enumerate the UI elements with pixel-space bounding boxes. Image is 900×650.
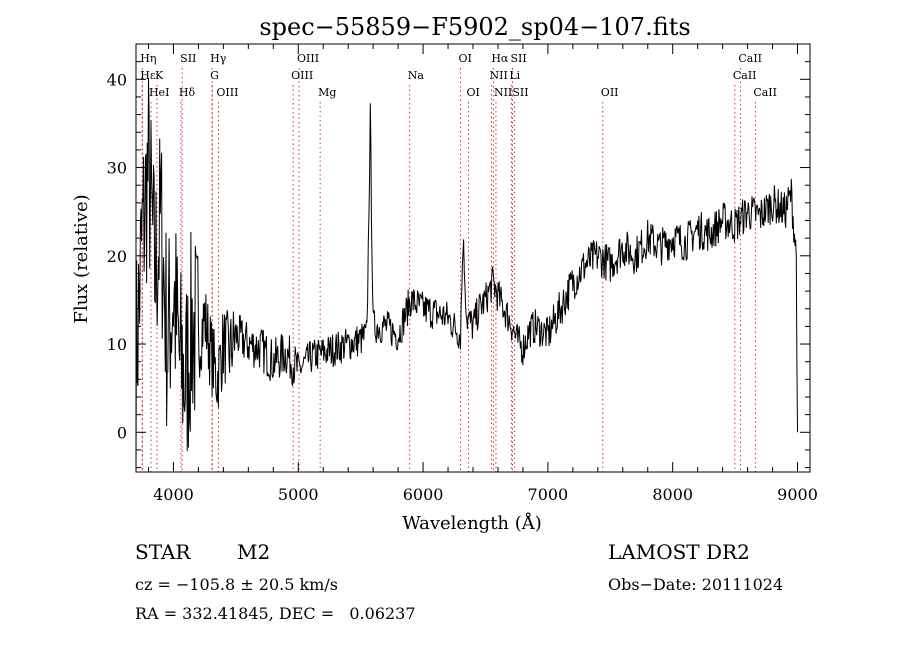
emission-line-label: SII — [512, 86, 528, 99]
x-tick-label: 9000 — [777, 485, 818, 504]
emission-line-label: HeI — [149, 86, 169, 99]
y-tick-label: 20 — [107, 247, 127, 266]
survey-name: LAMOST DR2 — [608, 540, 750, 564]
x-axis-label: Wavelength (Å) — [402, 512, 542, 534]
plot-frame — [135, 43, 811, 473]
emission-line-label: OIII — [216, 86, 238, 99]
observation-date: Obs−Date: 20111024 — [608, 575, 784, 594]
emission-line-label: OIII — [297, 52, 319, 65]
y-tick-label: 10 — [107, 335, 127, 354]
emission-line-label: Hη — [140, 52, 156, 65]
axis-tick-labels: 4000 5000 6000 7000 8000 9000 0 10 20 30 40 — [107, 70, 818, 504]
flux-series-line — [135, 78, 798, 468]
emission-line-label: G — [210, 69, 219, 82]
x-tick-label: 5000 — [278, 485, 319, 504]
emission-line-label: OI — [459, 52, 472, 65]
emission-line-label: CaII — [738, 52, 762, 65]
emission-line-label: Mg — [318, 86, 336, 99]
x-tick-label: 7000 — [528, 485, 569, 504]
y-tick-label: 0 — [117, 423, 127, 442]
emission-line-label: NII — [494, 86, 512, 99]
emission-line-label: SII — [180, 52, 196, 65]
x-tick-label: 4000 — [153, 485, 194, 504]
emission-line-label: OII — [601, 86, 619, 99]
object-subclass: M2 — [237, 540, 271, 564]
emission-line-label: K — [155, 69, 164, 82]
emission-line-label: Hγ — [210, 52, 227, 65]
emission-line-label: CaII — [733, 69, 757, 82]
x-tick-label: 8000 — [652, 485, 693, 504]
chart-title: spec−55859−F5902_sp04−107.fits — [259, 13, 690, 41]
x-tick-label: 6000 — [403, 485, 444, 504]
y-axis-label: Flux (relative) — [71, 194, 92, 323]
object-class: STAR — [135, 540, 191, 564]
emission-line-label: Hδ — [179, 86, 196, 99]
axis-ticks — [136, 43, 810, 472]
emission-line-label: OIII — [291, 69, 313, 82]
emission-line-markers: Hη Hε HeI K SII Hδ Hγ G OIII OIII OIII Mg Na OI OI Hα NI… — [140, 52, 777, 472]
emission-line-label: Na — [408, 69, 425, 82]
emission-line-label: Li — [509, 69, 520, 82]
emission-line-label: Hα — [491, 52, 509, 65]
emission-line-label: OI — [467, 86, 480, 99]
emission-line-label: NII — [489, 69, 507, 82]
emission-line-label: CaII — [753, 86, 777, 99]
redshift-velocity: cz = −105.8 ± 20.5 km/s — [135, 575, 338, 594]
coordinates: RA = 332.41845, DEC = 0.06237 — [135, 604, 416, 623]
emission-line-label: Hε — [140, 69, 156, 82]
emission-line-label: SII — [510, 52, 526, 65]
y-tick-label: 40 — [107, 70, 127, 89]
y-tick-label: 30 — [107, 159, 127, 178]
